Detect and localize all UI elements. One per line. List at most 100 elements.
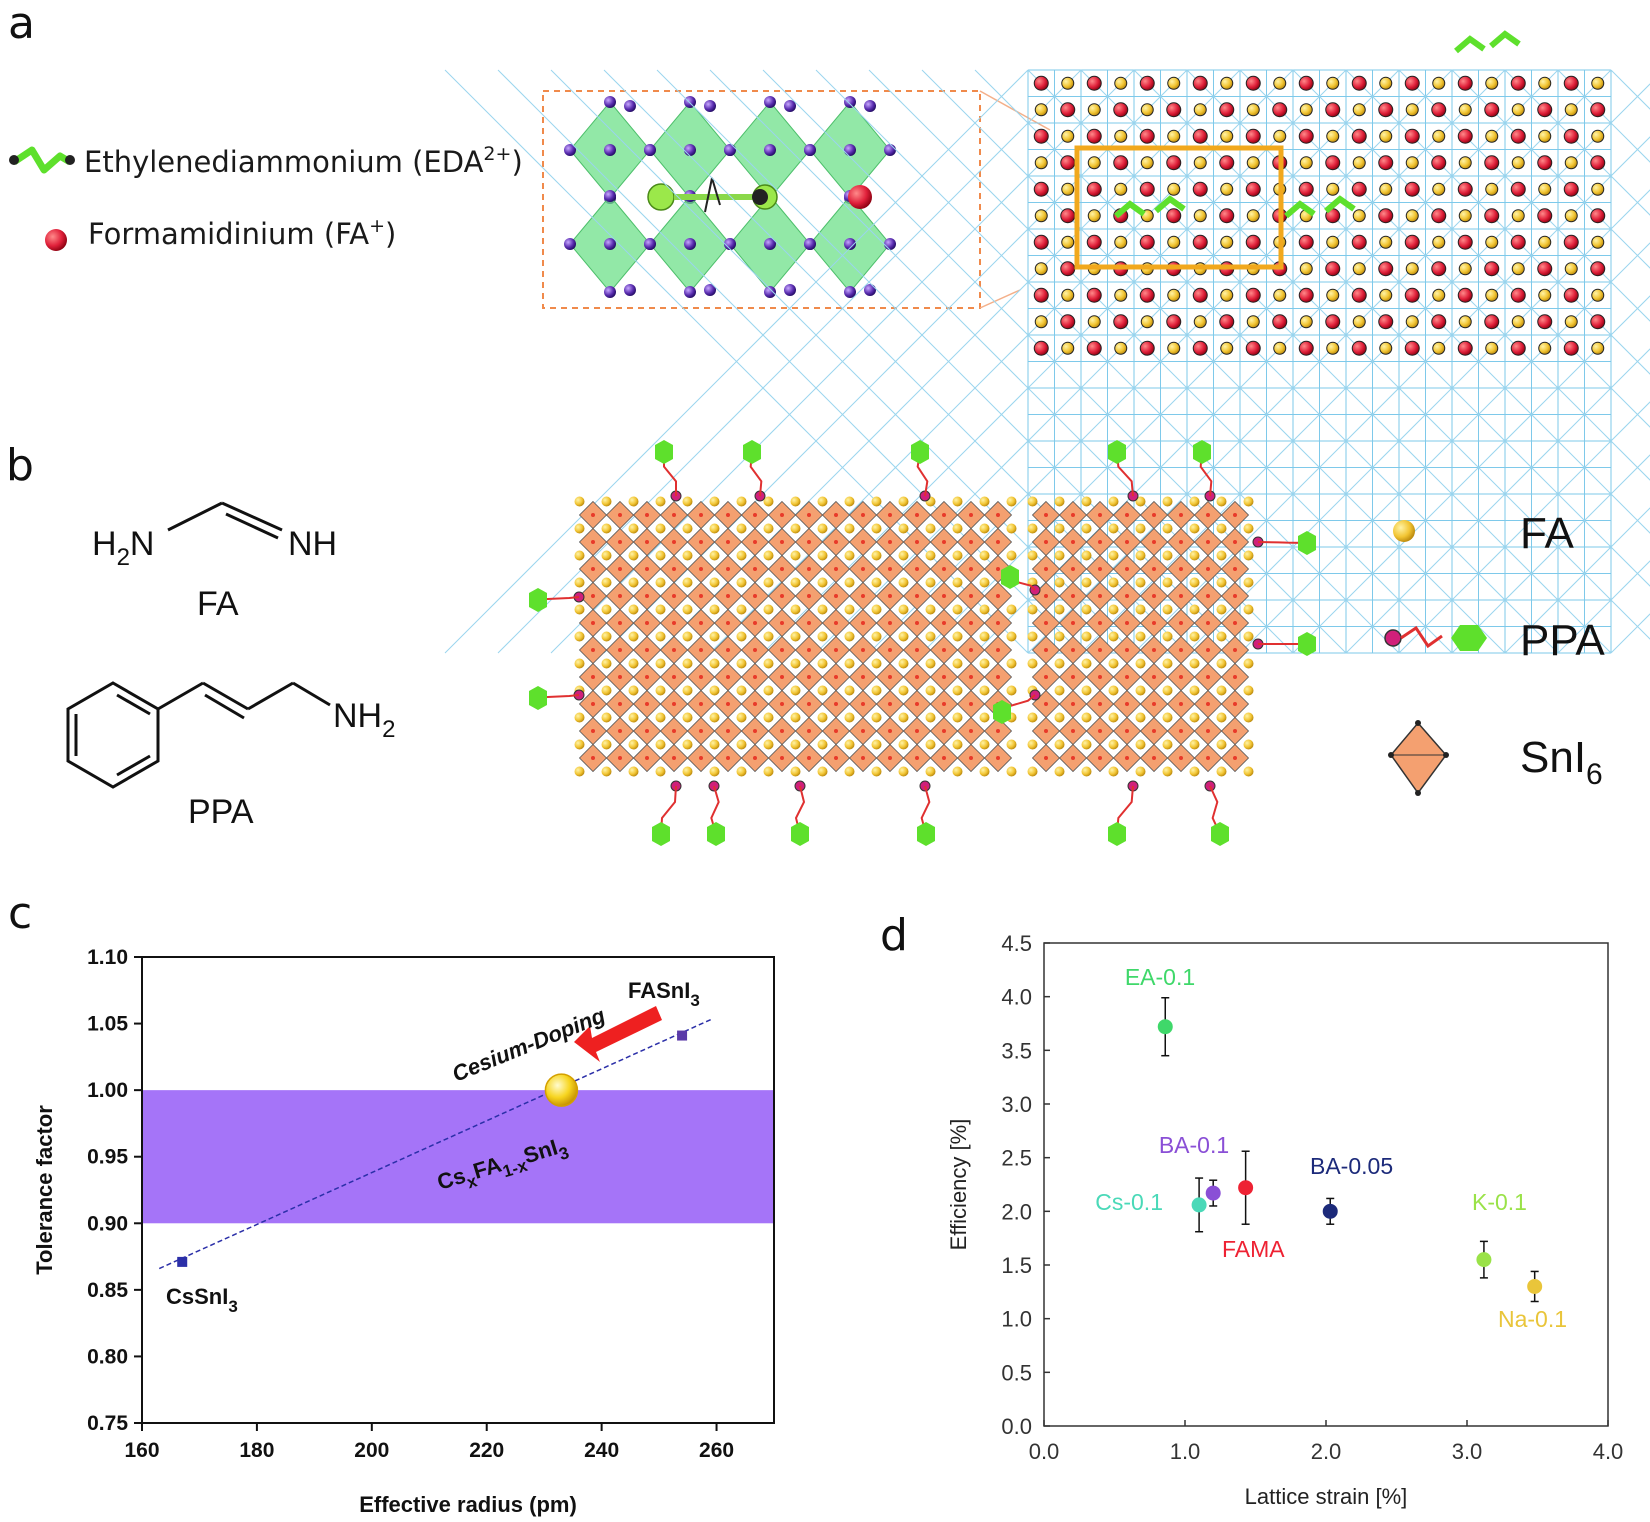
fa-cation xyxy=(979,577,990,588)
fa-cation xyxy=(979,658,990,669)
tin-center xyxy=(1098,702,1102,706)
fa-cation xyxy=(1219,155,1235,171)
fa-cation xyxy=(1054,685,1065,696)
iodide-atom xyxy=(864,100,876,112)
fa-cation xyxy=(1054,550,1065,561)
fa-cation xyxy=(1431,314,1447,330)
fa-cation xyxy=(1378,314,1394,330)
tin-atom xyxy=(1432,235,1446,249)
tin-atom xyxy=(1591,288,1605,302)
fa-cation xyxy=(1027,631,1038,642)
tin-center xyxy=(1071,729,1075,733)
panel-a: a Ethylenediammonium (EDA2+) Formamidini… xyxy=(8,0,1650,654)
tin-center xyxy=(861,540,865,544)
tin-center xyxy=(888,675,892,679)
tin-atom xyxy=(1405,103,1419,117)
fa-cation xyxy=(1216,712,1227,723)
tin-center xyxy=(645,513,649,517)
fa-cation xyxy=(1139,340,1155,356)
tin-atom xyxy=(1485,129,1499,143)
tin-center xyxy=(753,513,757,517)
y-tick-label: 1.00 xyxy=(87,1079,128,1102)
fa-cation xyxy=(574,658,585,669)
fa-cation xyxy=(1081,631,1092,642)
tin-center xyxy=(1044,567,1048,571)
tin-center xyxy=(618,756,622,760)
fa-cation xyxy=(1537,261,1553,277)
tin-atom xyxy=(1220,129,1234,143)
tin-center xyxy=(618,513,622,517)
tin-atom xyxy=(1193,315,1207,329)
tin-center xyxy=(915,621,919,625)
x-axis-label: Effective radius (pm) xyxy=(359,1492,577,1517)
fa-cation xyxy=(1108,604,1119,615)
fa-cation xyxy=(601,550,612,561)
data-point-ba-0.1 xyxy=(1205,1185,1221,1201)
fa-cation xyxy=(817,604,828,615)
fa-cation xyxy=(1484,261,1500,277)
tin-center xyxy=(699,540,703,544)
fa-cation xyxy=(1086,287,1102,303)
tin-center xyxy=(1179,729,1183,733)
fa-cation xyxy=(1135,577,1146,588)
tin-center xyxy=(672,756,676,760)
tin-center xyxy=(591,729,595,733)
tin-center xyxy=(915,702,919,706)
tin-center xyxy=(1125,513,1129,517)
ppa-ring xyxy=(1108,440,1126,464)
ppa-name: PPA xyxy=(188,793,254,831)
ppa-structure: NH2 PPA xyxy=(66,681,395,831)
fa-cation xyxy=(1404,181,1420,197)
tin-center xyxy=(699,729,703,733)
tin-center xyxy=(780,621,784,625)
tin-atom xyxy=(1485,341,1499,355)
fa-cation xyxy=(871,685,882,696)
tin-atom xyxy=(1034,103,1048,117)
fa-cation xyxy=(601,523,612,534)
fa-cation xyxy=(1135,496,1146,507)
fa-cation xyxy=(1054,712,1065,723)
fa-cation xyxy=(655,658,666,669)
tin-center xyxy=(753,594,757,598)
fa-cation xyxy=(1108,523,1119,534)
eda-cation xyxy=(1154,195,1186,214)
tin-atom xyxy=(1405,209,1419,223)
fa-cation xyxy=(1006,496,1017,507)
ppa-ring xyxy=(1001,565,1019,589)
fa-cation xyxy=(1243,604,1254,615)
tin-atom xyxy=(1485,235,1499,249)
fa-cation xyxy=(1484,314,1500,330)
tin-atom xyxy=(1326,129,1340,143)
tin-center xyxy=(861,675,865,679)
fa-cation xyxy=(1404,75,1420,91)
tin-center xyxy=(888,540,892,544)
tin-center xyxy=(834,567,838,571)
fa-cation xyxy=(952,685,963,696)
fa-cation xyxy=(898,631,909,642)
data-label-ea-0.1: EA-0.1 xyxy=(1125,964,1195,990)
fa-cation xyxy=(1484,208,1500,224)
fa-cation xyxy=(574,604,585,615)
tin-center xyxy=(861,756,865,760)
fa-cation xyxy=(1563,287,1579,303)
tin-atom xyxy=(1273,76,1287,90)
fa-cation xyxy=(1108,712,1119,723)
fa-cation xyxy=(1006,658,1017,669)
tin-center xyxy=(672,594,676,598)
y-tick-label: 0.85 xyxy=(87,1279,128,1302)
tin-center xyxy=(969,675,973,679)
tin-center xyxy=(780,513,784,517)
fa-cation xyxy=(574,712,585,723)
fa-cation xyxy=(952,739,963,750)
fa-cation xyxy=(1162,739,1173,750)
fa-cation xyxy=(1192,287,1208,303)
panel-d: d 0.0 0.5 1.0 1.5 2.0 2.5 3.0 3.5 4.0 4.5 0.0 1.0 2.… xyxy=(880,910,1623,1509)
lattice-line xyxy=(1345,348,1650,654)
fa-cation xyxy=(1162,658,1173,669)
tin-center xyxy=(1125,756,1129,760)
fa-cation xyxy=(628,739,639,750)
fa-cation xyxy=(1484,102,1500,118)
y-tick-label: 1.10 xyxy=(87,946,128,969)
data-label-k-0.1: K-0.1 xyxy=(1472,1189,1527,1215)
y-tick-label: 2.5 xyxy=(1001,1146,1032,1171)
